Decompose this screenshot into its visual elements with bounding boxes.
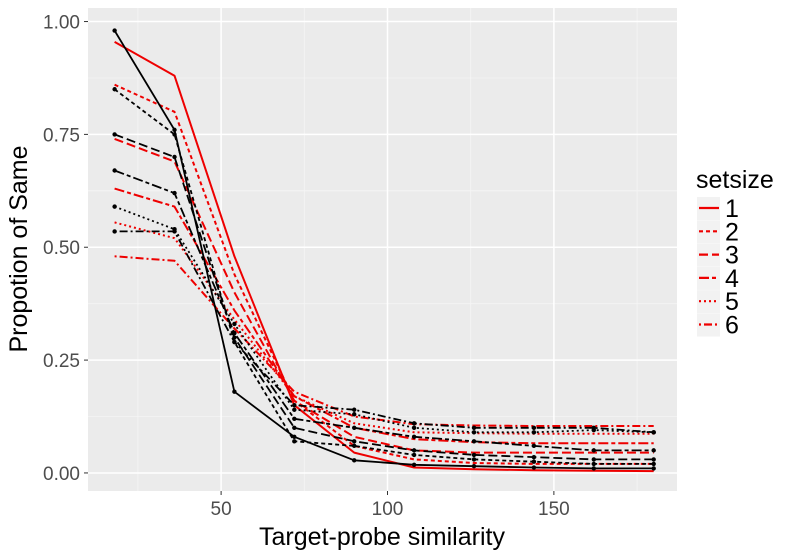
legend-title: setsize <box>696 166 774 194</box>
data-point-setsize-3 <box>651 457 656 462</box>
data-point-setsize-5 <box>531 430 537 435</box>
data-point-setsize-3 <box>112 132 117 137</box>
series-line-observed-2 <box>114 88 654 465</box>
data-point-setsize-5 <box>292 407 297 412</box>
data-point-setsize-2 <box>292 439 297 444</box>
legend-key-background <box>697 290 720 314</box>
data-point-setsize-2 <box>591 461 597 467</box>
data-point-setsize-4 <box>292 416 297 421</box>
series-line-observed-3 <box>114 133 654 461</box>
data-point-setsize-2 <box>471 457 477 462</box>
series-line-model-3 <box>114 137 654 454</box>
data-point-setsize-4 <box>471 439 477 444</box>
y-tick-label: 0.75 <box>43 125 80 146</box>
data-point-setsize-3 <box>591 457 597 462</box>
legend-label-3: 3 <box>725 242 739 270</box>
data-point-setsize-4 <box>531 443 537 449</box>
data-point-setsize-1 <box>471 463 477 469</box>
data-point-setsize-4 <box>352 425 357 431</box>
data-point-setsize-1 <box>112 28 117 33</box>
data-point-setsize-2 <box>172 132 177 137</box>
x-tick-label: 50 <box>211 499 232 520</box>
data-point-setsize-6 <box>531 425 537 431</box>
data-point-setsize-6 <box>591 425 597 431</box>
series-line-observed-6 <box>114 230 654 434</box>
data-point-setsize-3 <box>292 425 297 431</box>
data-point-setsize-2 <box>531 459 537 464</box>
data-point-setsize-6 <box>471 425 477 431</box>
series-line-observed-4 <box>114 169 654 452</box>
y-tick-label: 0.25 <box>43 351 80 372</box>
x-tick-label: 100 <box>372 499 404 520</box>
series-line-model-2 <box>114 83 654 465</box>
data-point-setsize-2 <box>651 461 656 467</box>
y-tick-label: 0.00 <box>43 464 80 485</box>
legend-key-background <box>697 243 720 267</box>
data-point-setsize-5 <box>232 321 237 327</box>
data-point-setsize-2 <box>411 452 417 458</box>
data-point-setsize-1 <box>651 466 656 471</box>
x-tick-label: 150 <box>538 499 570 520</box>
legend-label-1: 1 <box>725 195 739 223</box>
data-point-setsize-5 <box>411 425 417 431</box>
series-line-model-1 <box>114 41 654 473</box>
data-point-setsize-4 <box>651 448 656 453</box>
data-point-setsize-3 <box>172 154 177 160</box>
data-point-setsize-6 <box>232 339 237 345</box>
data-point-setsize-1 <box>292 434 297 440</box>
data-point-setsize-1 <box>232 389 237 394</box>
data-point-setsize-1 <box>352 458 357 463</box>
series-line-observed-1 <box>113 30 654 470</box>
y-axis-title: Propotion of Same <box>5 145 33 352</box>
data-point-setsize-4 <box>591 448 597 453</box>
data-point-setsize-3 <box>352 439 357 444</box>
data-point-setsize-2 <box>352 443 357 449</box>
legend-label-6: 6 <box>725 312 739 340</box>
axes: 0.00 0.25 0.50 0.75 1.00 50 100 150 <box>43 13 570 520</box>
data-point-setsize-1 <box>591 466 597 471</box>
data-point-setsize-3 <box>411 448 417 453</box>
legend-label-4: 4 <box>725 265 739 293</box>
series-line-observed-5 <box>114 205 654 434</box>
data-point-setsize-5 <box>352 412 357 417</box>
data-point-setsize-3 <box>531 454 537 460</box>
plot-panel <box>88 8 677 491</box>
data-point-setsize-4 <box>112 168 117 173</box>
data-point-setsize-4 <box>411 434 417 440</box>
data-point-setsize-6 <box>352 407 357 412</box>
legend-label-5: 5 <box>725 288 739 316</box>
x-axis-title: Target-probe similarity <box>259 523 505 551</box>
data-point-setsize-1 <box>411 462 417 468</box>
y-tick-label: 0.50 <box>43 238 80 259</box>
data-point-setsize-6 <box>112 229 117 234</box>
series-line-model-5 <box>114 221 654 435</box>
data-point-setsize-5 <box>471 430 477 435</box>
data-point-setsize-4 <box>232 330 237 336</box>
legend-label-2: 2 <box>725 218 739 246</box>
y-tick-label: 1.00 <box>43 13 80 34</box>
data-point-setsize-2 <box>112 87 117 92</box>
data-point-setsize-6 <box>172 229 177 234</box>
data-point-setsize-6 <box>292 403 297 408</box>
data-point-setsize-5 <box>112 204 117 209</box>
data-point-setsize-4 <box>172 190 177 196</box>
data-point-setsize-3 <box>471 452 477 458</box>
series-layer <box>112 28 656 473</box>
data-point-setsize-6 <box>411 421 417 426</box>
data-point-setsize-6 <box>651 430 656 435</box>
data-point-setsize-1 <box>172 127 177 133</box>
data-point-setsize-1 <box>531 465 537 470</box>
